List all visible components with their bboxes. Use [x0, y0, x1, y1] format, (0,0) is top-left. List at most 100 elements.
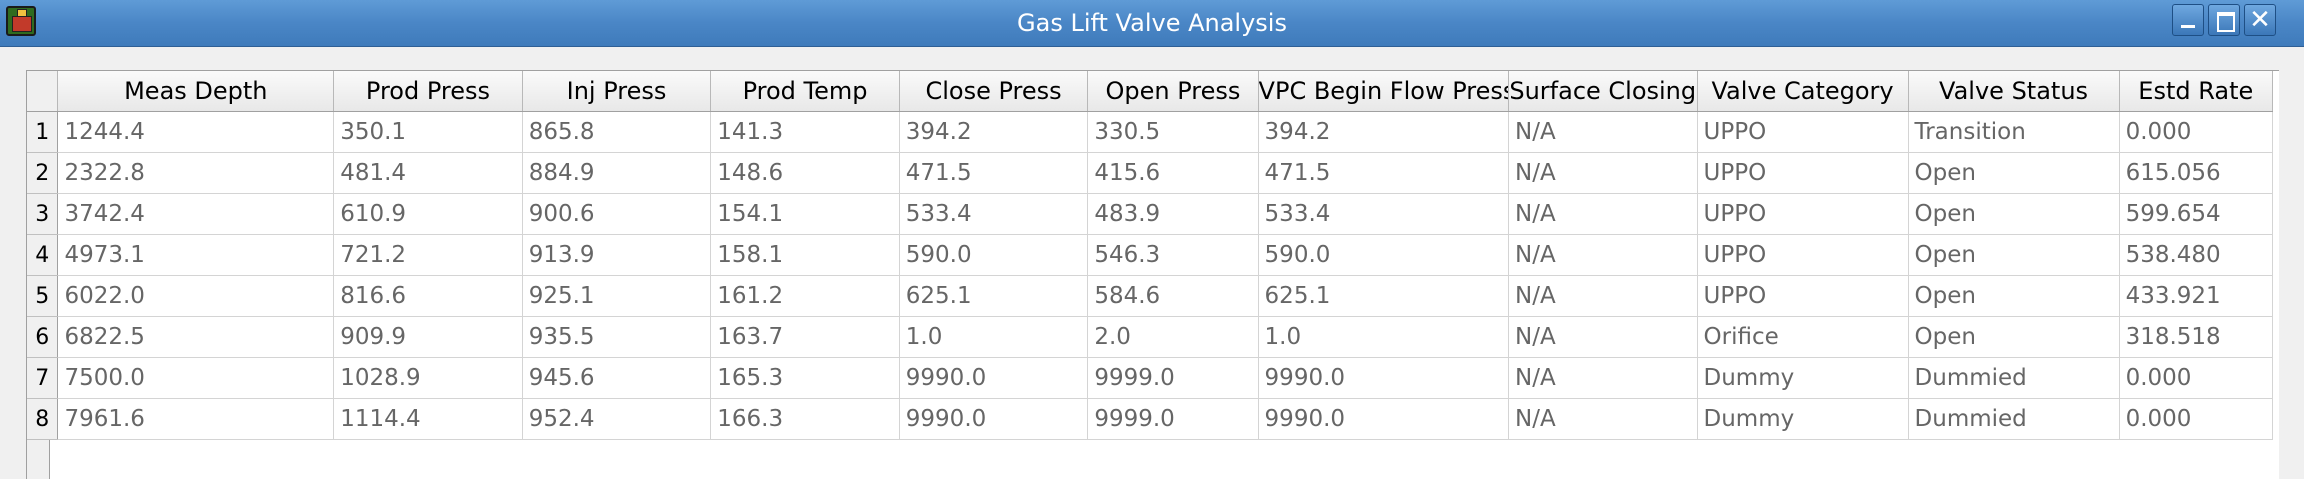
table-cell[interactable]: 2322.8: [57, 152, 335, 194]
table-row[interactable]: 7 7500.0 1028.9 945.6 165.3 9990.0 9999.0 9990.…: [27, 357, 2274, 399]
table-cell[interactable]: 945.6: [522, 357, 712, 399]
table-cell[interactable]: Open: [1908, 316, 2120, 358]
table-cell[interactable]: 158.1: [710, 234, 900, 276]
table-cell[interactable]: 166.3: [710, 398, 900, 440]
table-row[interactable]: 3 3742.4 610.9 900.6 154.1 533.4 483.9 533.4 N/A…: [27, 193, 2274, 235]
table-cell[interactable]: 6022.0: [57, 275, 335, 317]
column-header[interactable]: Inj Press: [522, 71, 712, 112]
column-header[interactable]: VPC Begin Flow Press: [1258, 71, 1509, 112]
table-cell[interactable]: N/A: [1508, 357, 1698, 399]
table-cell[interactable]: 625.1: [899, 275, 1089, 317]
table-cell[interactable]: 0.000: [2119, 111, 2274, 153]
minimize-button[interactable]: [2172, 4, 2204, 36]
table-cell[interactable]: 590.0: [899, 234, 1089, 276]
table-cell[interactable]: 865.8: [522, 111, 712, 153]
row-number[interactable]: 5: [27, 275, 59, 317]
table-cell[interactable]: 0.000: [2119, 398, 2274, 440]
table-cell[interactable]: N/A: [1508, 152, 1698, 194]
table-cell[interactable]: 9999.0: [1087, 357, 1259, 399]
table-cell[interactable]: 1244.4: [57, 111, 335, 153]
table-cell[interactable]: 533.4: [899, 193, 1089, 235]
table-cell[interactable]: 1.0: [899, 316, 1089, 358]
table-cell[interactable]: 9990.0: [899, 398, 1089, 440]
table-cell[interactable]: 3742.4: [57, 193, 335, 235]
table-cell[interactable]: 471.5: [899, 152, 1089, 194]
row-number[interactable]: 3: [27, 193, 59, 235]
table-cell[interactable]: 2.0: [1087, 316, 1259, 358]
table-cell[interactable]: Open: [1908, 193, 2120, 235]
table-cell[interactable]: 483.9: [1087, 193, 1259, 235]
table-cell[interactable]: Dummy: [1697, 357, 1909, 399]
column-header[interactable]: Meas Depth: [57, 71, 335, 112]
close-button[interactable]: ✕: [2244, 4, 2276, 36]
table-cell[interactable]: Open: [1908, 234, 2120, 276]
table-row[interactable]: 5 6022.0 816.6 925.1 161.2 625.1 584.6 625.1 N/A…: [27, 275, 2274, 317]
table-row[interactable]: 4 4973.1 721.2 913.9 158.1 590.0 546.3 590.0 N/A…: [27, 234, 2274, 276]
table-cell[interactable]: 481.4: [333, 152, 523, 194]
table-cell[interactable]: 154.1: [710, 193, 900, 235]
table-cell[interactable]: 533.4: [1258, 193, 1509, 235]
table-cell[interactable]: 538.480: [2119, 234, 2274, 276]
table-cell[interactable]: 0.000: [2119, 357, 2274, 399]
table-cell[interactable]: 141.3: [710, 111, 900, 153]
table-cell[interactable]: 584.6: [1087, 275, 1259, 317]
column-header[interactable]: Close Press: [899, 71, 1089, 112]
row-number[interactable]: 1: [27, 111, 59, 153]
column-header[interactable]: Open Press: [1087, 71, 1259, 112]
table-cell[interactable]: UPPO: [1697, 193, 1909, 235]
table-cell[interactable]: 9990.0: [1258, 357, 1509, 399]
table-cell[interactable]: 318.518: [2119, 316, 2274, 358]
table-cell[interactable]: 394.2: [899, 111, 1089, 153]
table-cell[interactable]: 1.0: [1258, 316, 1509, 358]
maximize-button[interactable]: [2208, 4, 2240, 36]
table-cell[interactable]: 394.2: [1258, 111, 1509, 153]
table-cell[interactable]: 925.1: [522, 275, 712, 317]
table-cell[interactable]: 615.056: [2119, 152, 2274, 194]
table-cell[interactable]: 433.921: [2119, 275, 2274, 317]
table-cell[interactable]: 599.654: [2119, 193, 2274, 235]
table-cell[interactable]: 7500.0: [57, 357, 335, 399]
row-number[interactable]: 4: [27, 234, 59, 276]
table-cell[interactable]: 1114.4: [333, 398, 523, 440]
valve-analysis-grid[interactable]: Meas Depth Prod Press Inj Press Prod Temp Cl…: [26, 70, 2279, 479]
column-header[interactable]: Prod Press: [333, 71, 523, 112]
table-cell[interactable]: UPPO: [1697, 152, 1909, 194]
table-cell[interactable]: Dummied: [1908, 398, 2120, 440]
table-row[interactable]: 2 2322.8 481.4 884.9 148.6 471.5 415.6 471.5 N/A…: [27, 152, 2274, 194]
table-cell[interactable]: 9990.0: [899, 357, 1089, 399]
table-cell[interactable]: 913.9: [522, 234, 712, 276]
title-bar[interactable]: Gas Lift Valve Analysis ✕: [0, 0, 2304, 47]
table-cell[interactable]: Dummy: [1697, 398, 1909, 440]
table-cell[interactable]: 935.5: [522, 316, 712, 358]
table-cell[interactable]: Dummied: [1908, 357, 2120, 399]
table-cell[interactable]: 6822.5: [57, 316, 335, 358]
table-cell[interactable]: 625.1: [1258, 275, 1509, 317]
table-cell[interactable]: Transition: [1908, 111, 2120, 153]
table-cell[interactable]: 148.6: [710, 152, 900, 194]
table-cell[interactable]: N/A: [1508, 316, 1698, 358]
table-cell[interactable]: UPPO: [1697, 275, 1909, 317]
table-cell[interactable]: Orifice: [1697, 316, 1909, 358]
table-cell[interactable]: 900.6: [522, 193, 712, 235]
table-cell[interactable]: 165.3: [710, 357, 900, 399]
table-row[interactable]: 1 1244.4 350.1 865.8 141.3 394.2 330.5 394.2 N/A…: [27, 111, 2274, 153]
corner-cell[interactable]: [27, 71, 59, 112]
table-cell[interactable]: 4973.1: [57, 234, 335, 276]
table-cell[interactable]: UPPO: [1697, 111, 1909, 153]
table-cell[interactable]: 610.9: [333, 193, 523, 235]
column-header[interactable]: Estd Rate: [2119, 71, 2274, 112]
table-cell[interactable]: N/A: [1508, 398, 1698, 440]
table-cell[interactable]: N/A: [1508, 275, 1698, 317]
column-header[interactable]: Valve Category: [1697, 71, 1909, 112]
table-cell[interactable]: 7961.6: [57, 398, 335, 440]
table-cell[interactable]: 546.3: [1087, 234, 1259, 276]
table-cell[interactable]: 816.6: [333, 275, 523, 317]
table-cell[interactable]: 1028.9: [333, 357, 523, 399]
table-cell[interactable]: 415.6: [1087, 152, 1259, 194]
column-header[interactable]: Prod Temp: [710, 71, 900, 112]
table-row[interactable]: 8 7961.6 1114.4 952.4 166.3 9990.0 9999.0 9990.…: [27, 398, 2274, 440]
table-cell[interactable]: UPPO: [1697, 234, 1909, 276]
table-cell[interactable]: 471.5: [1258, 152, 1509, 194]
row-number[interactable]: 7: [27, 357, 59, 399]
table-cell[interactable]: 9990.0: [1258, 398, 1509, 440]
